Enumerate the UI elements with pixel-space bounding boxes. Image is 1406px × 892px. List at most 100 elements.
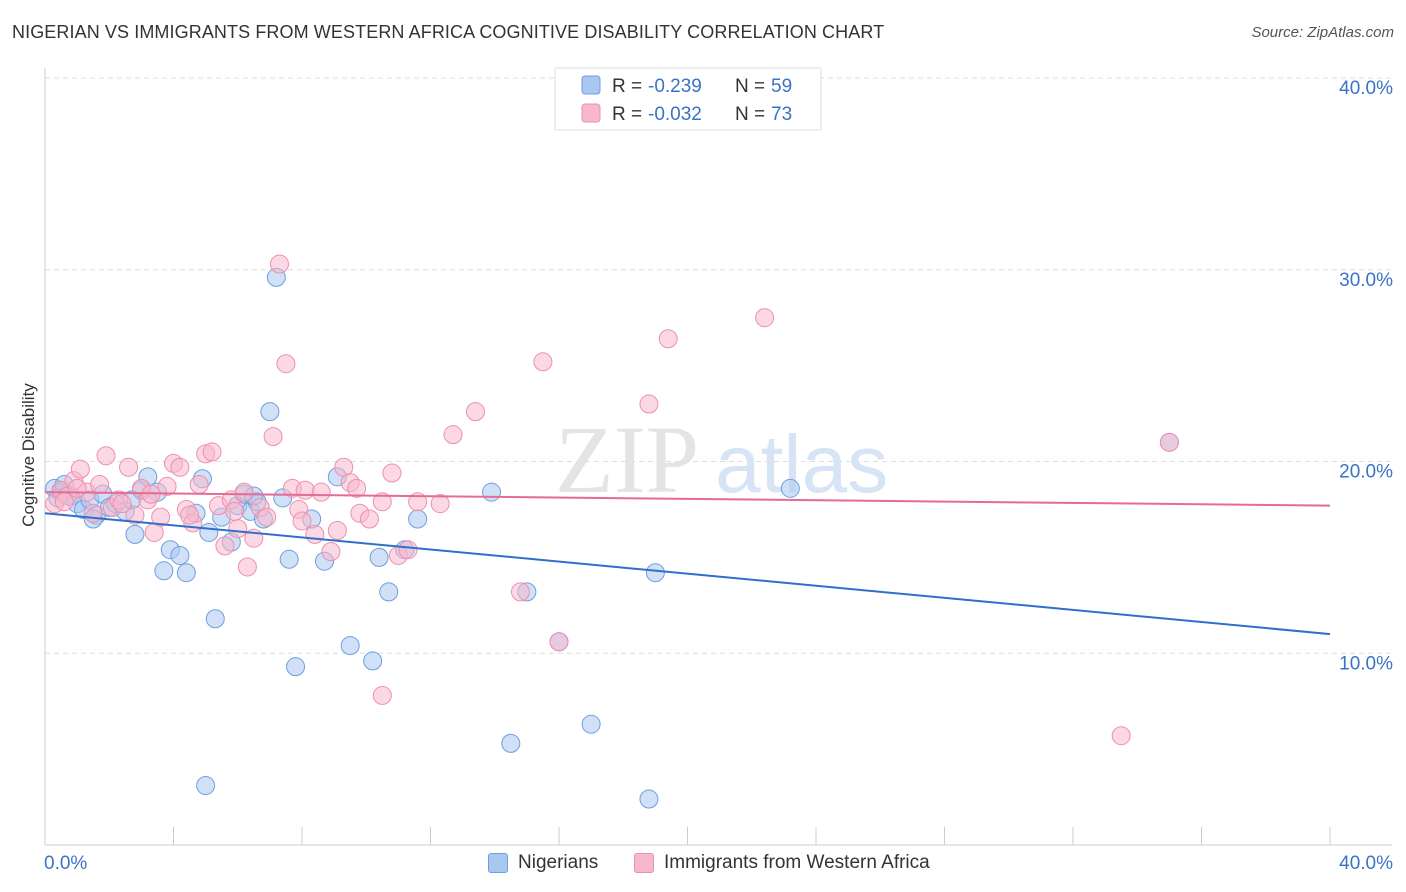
x-tick-label-1: 40.0% (1339, 853, 1393, 874)
legend-box: R = -0.239 N = 59 R = -0.032 N = 73 (554, 67, 822, 131)
point-s1-66 (234, 482, 254, 502)
legend-r-value-1: -0.239 (648, 76, 702, 97)
legend-label-immigrants: Immigrants from Western Africa (664, 852, 930, 873)
point-s1-62 (1159, 432, 1179, 452)
point-s1-11 (119, 457, 139, 477)
point-s1-8 (96, 446, 116, 466)
point-s1-71 (54, 492, 74, 512)
legend-r-value-2: -0.032 (648, 104, 702, 125)
y-tick-label-2: 30.0% (1339, 270, 1393, 291)
y-axis-label: Cognitive Disability (19, 383, 38, 527)
point-s1-35 (276, 354, 296, 374)
point-s1-41 (321, 542, 341, 562)
point-s1-40 (311, 482, 331, 502)
legend-n-value-2: 73 (771, 104, 792, 125)
point-s0-40 (363, 651, 383, 671)
point-s1-67 (292, 511, 312, 531)
point-s0-19 (176, 563, 196, 583)
point-s1-53 (443, 425, 463, 445)
point-s1-64 (112, 494, 132, 514)
y-tick-label-3: 40.0% (1339, 78, 1393, 99)
legend-swatch-blue (581, 75, 601, 95)
point-s1-52 (430, 494, 450, 514)
point-s1-50 (398, 540, 418, 560)
point-s1-65 (180, 505, 200, 525)
point-s1-47 (372, 492, 392, 512)
point-s1-33 (263, 427, 283, 447)
point-s1-60 (755, 308, 775, 328)
point-s0-35 (286, 657, 306, 677)
point-s1-68 (347, 478, 367, 498)
legend-n-label-2: N = (735, 104, 765, 125)
data-points (45, 254, 1179, 809)
point-s0-55 (196, 776, 216, 796)
point-s1-46 (359, 509, 379, 529)
legend-label-nigerians: Nigerians (518, 852, 599, 873)
point-s0-42 (379, 582, 399, 602)
point-s0-39 (340, 636, 360, 656)
point-s1-48 (382, 463, 402, 483)
trend-line-0 (44, 512, 1331, 636)
point-s1-58 (639, 394, 659, 414)
point-s0-12 (125, 524, 145, 544)
point-s0-45 (482, 482, 502, 502)
point-s1-7 (90, 475, 110, 495)
legend-swatch-immigrants (634, 853, 654, 873)
point-s1-6 (83, 503, 103, 523)
point-s0-49 (581, 714, 601, 734)
bottom-legend: Nigerians Immigrants from Western Africa (0, 850, 1406, 880)
legend-n-value-1: 59 (771, 76, 792, 97)
point-s1-4 (70, 459, 90, 479)
point-s1-39 (305, 524, 325, 544)
point-s1-54 (465, 402, 485, 422)
point-s1-12 (125, 505, 145, 525)
trend-line-1 (44, 491, 1331, 507)
tick-labels: 10.0% 20.0% 30.0% 40.0% 0.0% 40.0% (44, 78, 1393, 874)
legend-item-immigrants: Immigrants from Western Africa (634, 852, 930, 874)
point-s1-22 (189, 475, 209, 495)
point-s1-26 (215, 536, 235, 556)
watermark: ZIP atlas (555, 406, 888, 513)
point-s1-19 (170, 457, 190, 477)
point-s0-41 (369, 547, 389, 567)
trend-lines (44, 491, 1331, 636)
legend-r-label-1: R = (612, 76, 642, 97)
point-s0-50 (639, 789, 659, 809)
point-s1-70 (67, 478, 87, 498)
point-s0-22 (199, 522, 219, 542)
point-s1-17 (157, 476, 177, 496)
point-s0-23 (205, 609, 225, 629)
point-s1-55 (510, 582, 530, 602)
point-s0-46 (501, 733, 521, 753)
point-s1-57 (549, 632, 569, 652)
source-label: Source: ZipAtlas.com (1251, 24, 1394, 41)
point-s1-24 (202, 442, 222, 462)
point-s1-42 (327, 521, 347, 541)
point-s1-32 (257, 507, 277, 527)
point-s1-34 (270, 254, 290, 274)
legend-swatch-pink (581, 103, 601, 123)
watermark-atlas: atlas (715, 419, 888, 510)
legend-n-label-1: N = (735, 76, 765, 97)
point-s1-29 (237, 557, 257, 577)
point-s0-34 (279, 549, 299, 569)
point-s1-51 (408, 492, 428, 512)
point-s0-16 (154, 561, 174, 581)
legend-item-nigerians: Nigerians (488, 852, 598, 874)
point-s1-28 (228, 519, 248, 539)
point-s0-31 (260, 402, 280, 422)
point-s1-72 (225, 501, 245, 521)
y-tick-label-1: 20.0% (1339, 462, 1393, 483)
point-s1-59 (658, 329, 678, 349)
legend-r-label-2: R = (612, 104, 642, 125)
x-tick-label-0: 0.0% (44, 853, 87, 874)
axes (44, 68, 1392, 846)
legend-swatch-nigerians (488, 853, 508, 873)
point-s1-16 (151, 507, 171, 527)
point-s0-18 (170, 545, 190, 565)
point-s1-56 (533, 352, 553, 372)
y-tick-label-0: 10.0% (1339, 653, 1393, 674)
point-s1-63 (372, 685, 392, 705)
point-s0-52 (780, 478, 800, 498)
